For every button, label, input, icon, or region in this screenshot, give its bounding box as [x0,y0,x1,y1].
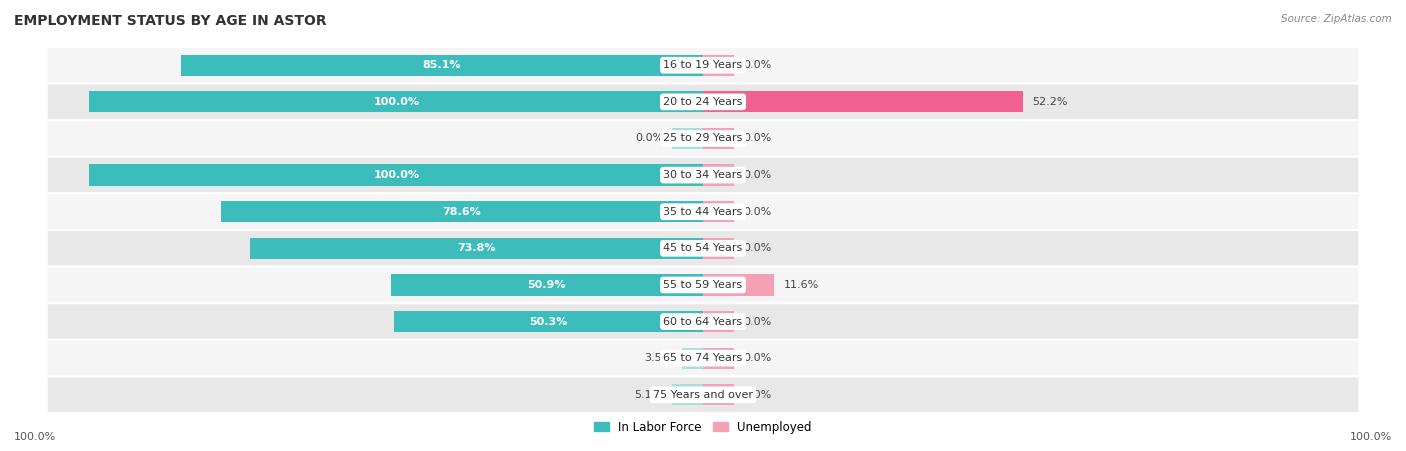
Text: 100.0%: 100.0% [373,97,419,107]
Text: 0.0%: 0.0% [742,353,770,363]
Text: EMPLOYMENT STATUS BY AGE IN ASTOR: EMPLOYMENT STATUS BY AGE IN ASTOR [14,14,326,28]
Text: 85.1%: 85.1% [423,60,461,70]
Text: 55 to 59 Years: 55 to 59 Years [664,280,742,290]
Text: 65 to 74 Years: 65 to 74 Years [664,353,742,363]
Text: Source: ZipAtlas.com: Source: ZipAtlas.com [1281,14,1392,23]
Bar [703,55,734,76]
Text: 0.0%: 0.0% [742,244,770,253]
Text: 100.0%: 100.0% [14,432,56,442]
Text: 11.6%: 11.6% [783,280,818,290]
Text: 3.5%: 3.5% [644,353,672,363]
Text: 52.2%: 52.2% [1032,97,1069,107]
Bar [703,274,775,295]
FancyBboxPatch shape [46,193,1360,230]
Text: 45 to 54 Years: 45 to 54 Years [664,244,742,253]
Bar [703,238,734,259]
FancyBboxPatch shape [46,47,1360,83]
Text: 0.0%: 0.0% [742,133,770,143]
FancyBboxPatch shape [46,303,1360,340]
Bar [672,128,703,149]
Bar [672,384,703,405]
Text: 20 to 24 Years: 20 to 24 Years [664,97,742,107]
Text: 50.9%: 50.9% [527,280,567,290]
Bar [181,55,703,76]
Bar [221,201,703,222]
Bar [703,91,1024,112]
Bar [703,201,734,222]
Text: 30 to 34 Years: 30 to 34 Years [664,170,742,180]
Bar [250,238,703,259]
Bar [90,91,703,112]
Legend: In Labor Force, Unemployed: In Labor Force, Unemployed [589,416,817,439]
Bar [90,165,703,186]
Text: 5.1%: 5.1% [634,390,662,400]
Text: 25 to 29 Years: 25 to 29 Years [664,133,742,143]
Text: 75 Years and over: 75 Years and over [652,390,754,400]
Text: 0.0%: 0.0% [742,170,770,180]
FancyBboxPatch shape [46,83,1360,120]
Bar [703,128,734,149]
Text: 100.0%: 100.0% [373,170,419,180]
Bar [703,384,734,405]
Text: 0.0%: 0.0% [636,133,664,143]
FancyBboxPatch shape [46,230,1360,267]
Text: 0.0%: 0.0% [742,60,770,70]
Bar [703,348,734,369]
FancyBboxPatch shape [46,377,1360,413]
FancyBboxPatch shape [46,157,1360,193]
Bar [395,311,703,332]
Text: 73.8%: 73.8% [457,244,496,253]
Text: 60 to 64 Years: 60 to 64 Years [664,317,742,327]
Bar [703,165,734,186]
Text: 0.0%: 0.0% [742,207,770,216]
Text: 78.6%: 78.6% [443,207,481,216]
Bar [682,348,703,369]
Text: 50.3%: 50.3% [530,317,568,327]
Text: 0.0%: 0.0% [742,317,770,327]
Text: 35 to 44 Years: 35 to 44 Years [664,207,742,216]
Text: 16 to 19 Years: 16 to 19 Years [664,60,742,70]
FancyBboxPatch shape [46,267,1360,303]
Bar [703,311,734,332]
Bar [391,274,703,295]
FancyBboxPatch shape [46,120,1360,157]
Text: 100.0%: 100.0% [1350,432,1392,442]
FancyBboxPatch shape [46,340,1360,377]
Text: 0.0%: 0.0% [742,390,770,400]
